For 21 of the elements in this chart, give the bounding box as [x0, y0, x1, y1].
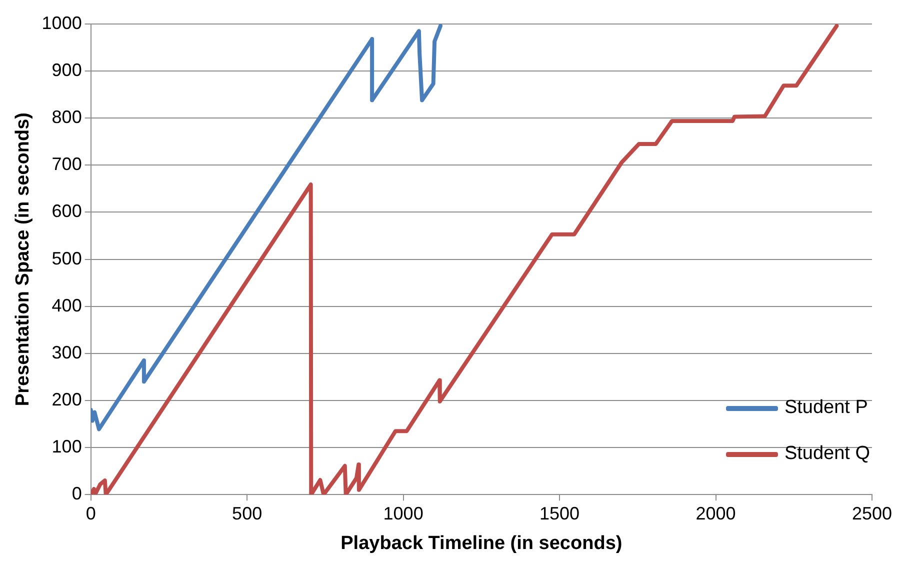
- y-tick-label: 200: [52, 389, 82, 410]
- y-tick-label: 1000: [42, 12, 82, 33]
- x-tick-label: 0: [86, 503, 96, 524]
- x-tick-label: 2500: [852, 503, 892, 524]
- x-axis-title: Playback Timeline (in seconds): [340, 532, 622, 554]
- legend-label: Student P: [784, 397, 868, 419]
- x-tick-label: 1500: [540, 503, 580, 524]
- y-tick-label: 300: [52, 342, 82, 362]
- y-tick-label: 100: [52, 436, 82, 457]
- y-tick-label: 500: [52, 248, 82, 268]
- y-tick-label: 700: [52, 154, 82, 174]
- y-tick-label: 900: [52, 60, 82, 80]
- x-tick-label: 500: [232, 503, 262, 524]
- legend-label: Student Q: [784, 443, 870, 465]
- y-axis-title: Presentation Space (in seconds): [12, 112, 34, 406]
- y-tick-label: 600: [52, 201, 82, 222]
- y-tick-label: 0: [72, 484, 82, 504]
- x-tick-label: 2000: [696, 503, 736, 524]
- y-tick-label: 800: [52, 107, 82, 128]
- x-tick-label: 1000: [383, 503, 424, 524]
- y-tick-label: 400: [52, 295, 82, 316]
